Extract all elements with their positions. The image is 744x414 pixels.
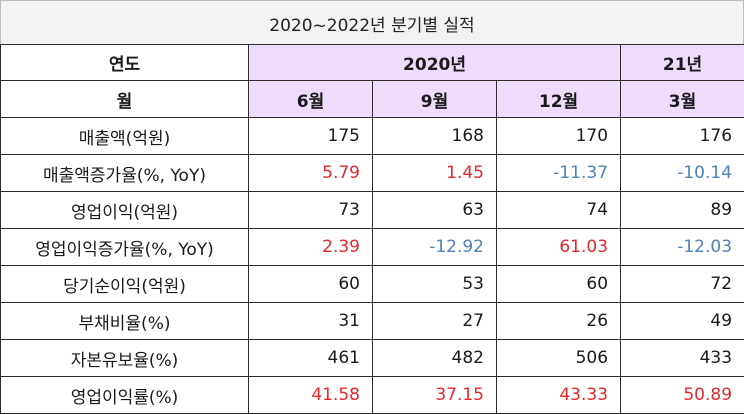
year-header-label: 연도 (1, 45, 249, 81)
value-cell: 168 (373, 118, 497, 155)
value-cell: 1.45 (373, 155, 497, 192)
value-cell: 27 (373, 303, 497, 340)
year-21-header: 21년 (621, 45, 744, 81)
value-cell: 5.79 (249, 155, 373, 192)
row-label: 부채비율(%) (1, 303, 249, 340)
row-label: 영업이익증가율(%, YoY) (1, 229, 249, 266)
header-row-year: 연도 2020년 21년 (1, 45, 744, 81)
value-cell: 60 (497, 266, 621, 303)
value-cell: 53 (373, 266, 497, 303)
value-cell: 176 (621, 118, 744, 155)
value-cell: 2.39 (249, 229, 373, 266)
row-label: 당기순이익(억원) (1, 266, 249, 303)
value-cell: 433 (621, 340, 744, 377)
row-label: 매출액(억원) (1, 118, 249, 155)
month-header-6: 6월 (249, 81, 373, 118)
value-cell: -12.92 (373, 229, 497, 266)
value-cell: 41.58 (249, 377, 373, 414)
value-cell: 26 (497, 303, 621, 340)
month-header-3: 3월 (621, 81, 744, 118)
value-cell: 37.15 (373, 377, 497, 414)
value-cell: 43.33 (497, 377, 621, 414)
month-header-12: 12월 (497, 81, 621, 118)
value-cell: 175 (249, 118, 373, 155)
value-cell: 89 (621, 192, 744, 229)
value-cell: 482 (373, 340, 497, 377)
value-cell: 506 (497, 340, 621, 377)
value-cell: 31 (249, 303, 373, 340)
value-cell: 49 (621, 303, 744, 340)
value-cell: 74 (497, 192, 621, 229)
value-cell: 73 (249, 192, 373, 229)
value-cell: 50.89 (621, 377, 744, 414)
row-label: 영업이익률(%) (1, 377, 249, 414)
value-cell: -12.03 (621, 229, 744, 266)
value-cell: 61.03 (497, 229, 621, 266)
month-header-label: 월 (1, 81, 249, 118)
year-2020-header: 2020년 (249, 45, 621, 81)
value-cell: 461 (249, 340, 373, 377)
value-cell: 170 (497, 118, 621, 155)
value-cell: 60 (249, 266, 373, 303)
value-cell: -10.14 (621, 155, 744, 192)
header-row-month: 월 6월 9월 12월 3월 (1, 81, 744, 118)
row-label: 자본유보율(%) (1, 340, 249, 377)
value-cell: -11.37 (497, 155, 621, 192)
row-label: 영업이익(억원) (1, 192, 249, 229)
table-title: 2020~2022년 분기별 실적 (0, 0, 744, 45)
value-cell: 63 (373, 192, 497, 229)
row-label: 매출액증가율(%, YoY) (1, 155, 249, 192)
value-cell: 72 (621, 266, 744, 303)
financial-table-view: 2020~2022년 분기별 실적 연도 2020년 21년 월 6월 9월 1… (0, 0, 744, 404)
month-header-9: 9월 (373, 81, 497, 118)
